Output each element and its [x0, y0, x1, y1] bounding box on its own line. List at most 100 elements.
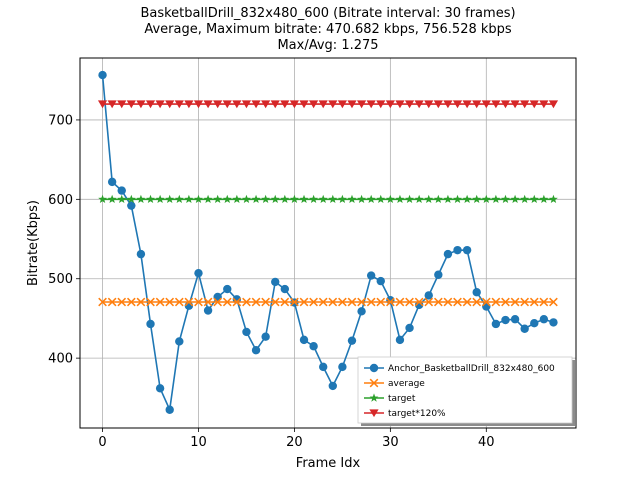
- data-point: [117, 100, 127, 109]
- data-point: [145, 100, 156, 109]
- data-point: [472, 288, 481, 297]
- data-point: [386, 295, 395, 305]
- data-point: [290, 297, 299, 307]
- data-point: [136, 100, 146, 109]
- data-point: [203, 306, 213, 315]
- data-point: [213, 100, 223, 109]
- y-tick-label: 500: [48, 272, 73, 287]
- data-point: [501, 315, 510, 325]
- data-point: [395, 335, 405, 345]
- data-point: [165, 405, 174, 414]
- data-point: [491, 100, 501, 109]
- data-point: [203, 297, 213, 307]
- legend-entry: target: [388, 394, 416, 404]
- data-point: [434, 270, 443, 279]
- data-point: [433, 100, 443, 109]
- data-point: [97, 100, 108, 109]
- data-point: [462, 245, 472, 255]
- data-point: [529, 100, 539, 109]
- data-point: [520, 100, 530, 109]
- data-point: [520, 297, 530, 307]
- chart-title: BasketballDrill_832x480_600 (Bitrate int…: [140, 6, 515, 21]
- data-point: [405, 194, 414, 204]
- data-point: [146, 297, 155, 307]
- data-point: [462, 194, 472, 204]
- data-point: [424, 100, 434, 109]
- legend-entry: average: [388, 379, 425, 389]
- data-point: [500, 100, 511, 109]
- data-point: [443, 100, 453, 109]
- data-point: [357, 307, 366, 316]
- data-point: [481, 297, 491, 307]
- data-point: [165, 194, 175, 204]
- data-point: [136, 194, 146, 204]
- data-point: [539, 194, 549, 204]
- data-point: [309, 194, 318, 204]
- data-point: [98, 194, 107, 204]
- data-point: [366, 271, 376, 280]
- data-point: [107, 194, 117, 204]
- legend: Anchor_BasketballDrill_832x480_600averag…: [357, 356, 575, 426]
- data-point: [424, 194, 434, 204]
- data-point: [299, 335, 309, 345]
- data-point: [309, 297, 318, 307]
- data-point: [146, 319, 155, 329]
- data-point: [366, 194, 376, 204]
- data-point: [126, 297, 136, 307]
- data-point: [136, 297, 146, 307]
- data-point: [222, 100, 232, 109]
- data-point: [328, 297, 338, 307]
- data-point: [510, 315, 520, 324]
- data-point: [98, 297, 107, 307]
- data-point: [405, 323, 414, 333]
- data-point: [193, 100, 204, 109]
- data-point: [271, 277, 280, 287]
- legend-marker: [369, 393, 379, 402]
- data-point: [155, 100, 165, 109]
- series-1: [98, 297, 558, 307]
- data-point: [404, 100, 415, 109]
- data-point: [241, 100, 252, 109]
- data-point: [280, 284, 290, 294]
- data-point: [366, 100, 376, 109]
- data-point: [232, 100, 242, 109]
- legend-box: [357, 356, 573, 424]
- data-point: [309, 342, 318, 351]
- data-point: [443, 249, 453, 259]
- data-point: [376, 194, 386, 204]
- data-point: [501, 194, 510, 204]
- data-point: [251, 100, 261, 109]
- data-point: [213, 297, 223, 307]
- data-point: [539, 315, 549, 324]
- data-point: [395, 100, 405, 109]
- data-point: [539, 100, 549, 109]
- plot-frame: [79, 57, 577, 429]
- data-point: [453, 297, 462, 307]
- data-point: [174, 100, 184, 109]
- data-point: [290, 194, 299, 204]
- data-point: [491, 319, 501, 329]
- data-point: [453, 245, 462, 255]
- data-point: [472, 194, 482, 204]
- data-point: [261, 100, 271, 109]
- data-point: [328, 381, 337, 391]
- data-point: [443, 194, 453, 204]
- data-point: [549, 297, 558, 307]
- data-point: [414, 297, 424, 307]
- data-point: [386, 297, 395, 307]
- series-2: [98, 194, 558, 204]
- data-point: [270, 297, 280, 307]
- data-point: [242, 327, 251, 337]
- data-point: [126, 194, 136, 204]
- data-point: [117, 194, 127, 204]
- data-point: [98, 70, 107, 80]
- data-point: [539, 297, 549, 307]
- data-point: [501, 297, 510, 307]
- data-point: [337, 100, 347, 109]
- legend-marker: [369, 363, 379, 373]
- legend-entry: Anchor_BasketballDrill_832x480_600: [388, 364, 555, 374]
- data-point: [165, 100, 175, 109]
- data-point: [452, 100, 463, 109]
- data-point: [319, 362, 328, 372]
